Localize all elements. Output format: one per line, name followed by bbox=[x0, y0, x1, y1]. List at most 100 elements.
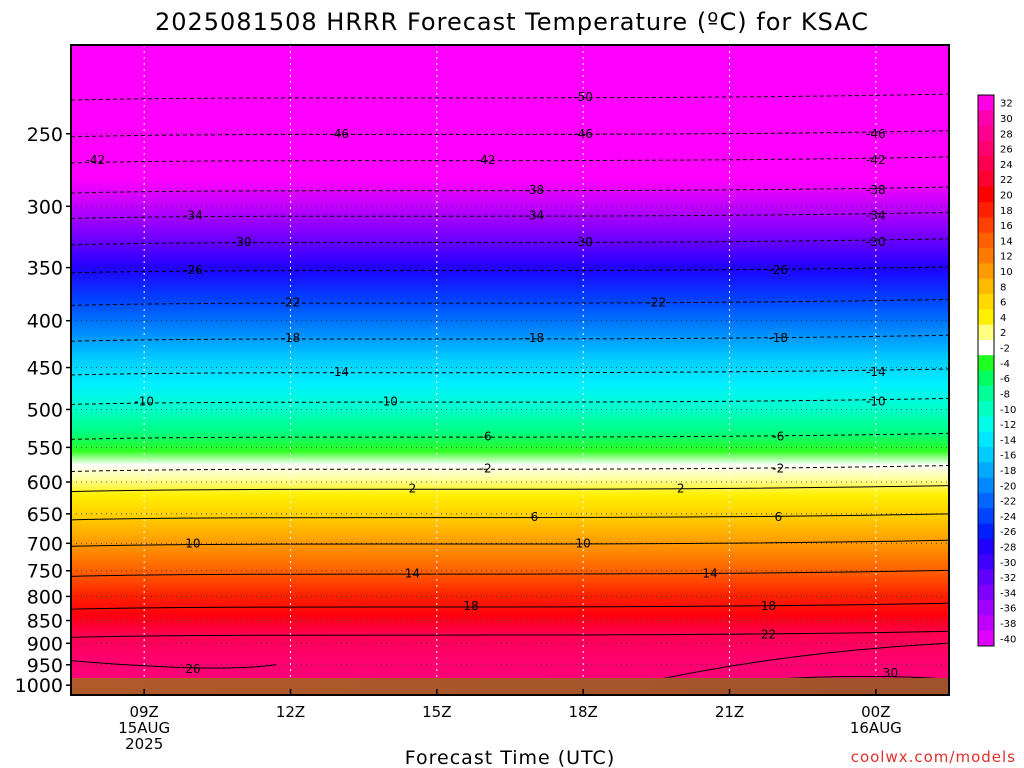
colorbar-swatch bbox=[978, 263, 994, 280]
contour-label: -34 bbox=[525, 208, 545, 222]
contour-line bbox=[70, 432, 950, 440]
colorbar-swatch bbox=[978, 248, 994, 264]
contour-label: 26 bbox=[185, 662, 200, 676]
contour-label: -10 bbox=[866, 394, 886, 408]
contour-label: 18 bbox=[761, 599, 776, 613]
temperature-contours: 18262230221818141410106622-2-2-6-6-10-10… bbox=[70, 90, 950, 692]
colorbar-label: 4 bbox=[1000, 313, 1006, 324]
contour-label: -42 bbox=[476, 153, 496, 167]
x-tick-label: 2025 bbox=[125, 735, 163, 753]
contour-line bbox=[70, 211, 950, 219]
colorbar-swatch bbox=[978, 615, 994, 632]
y-tick-label: 700 bbox=[27, 533, 63, 555]
colorbar-swatch bbox=[978, 477, 994, 494]
contour-label: -38 bbox=[525, 183, 545, 197]
colorbar-label: 8 bbox=[1000, 282, 1006, 293]
x-tick-label: 09Z bbox=[129, 703, 158, 721]
y-tick-label: 800 bbox=[27, 586, 63, 608]
contour-line bbox=[70, 130, 950, 138]
colorbar-swatch bbox=[978, 554, 994, 570]
colorbar-swatch bbox=[978, 416, 994, 433]
contour-line bbox=[70, 238, 950, 246]
contour-label: -42 bbox=[86, 153, 106, 167]
colorbar-label: -8 bbox=[1000, 389, 1010, 400]
x-axis-title: Forecast Time (UTC) bbox=[405, 747, 615, 768]
colorbar-label: -12 bbox=[1000, 420, 1016, 431]
contour-label: -42 bbox=[866, 153, 886, 167]
contour-line bbox=[70, 569, 950, 577]
contour-line bbox=[70, 334, 950, 342]
contour-label: -10 bbox=[134, 394, 154, 408]
contour-label: -38 bbox=[866, 183, 886, 197]
colorbar-swatch bbox=[978, 171, 994, 188]
colorbar-swatch bbox=[978, 523, 994, 540]
colorbar-label: -16 bbox=[1000, 451, 1016, 462]
colorbar-swatch bbox=[978, 385, 994, 402]
plot-area: 18262230221818141410106622-2-2-6-6-10-10… bbox=[70, 44, 950, 696]
contour-line bbox=[70, 397, 950, 405]
colorbar-swatch bbox=[978, 508, 994, 525]
colorbar-label: 16 bbox=[1000, 221, 1013, 232]
y-tick-label: 450 bbox=[27, 358, 63, 380]
colorbar-swatch bbox=[978, 339, 994, 356]
colorbar-swatch bbox=[978, 125, 994, 142]
colorbar-label: -18 bbox=[1000, 466, 1016, 477]
contour-line bbox=[631, 642, 950, 686]
colorbar-swatch bbox=[978, 140, 994, 157]
colorbar-label: -2 bbox=[1000, 344, 1010, 355]
colorbar-label: -30 bbox=[1000, 558, 1016, 569]
colorbar-swatch bbox=[978, 293, 994, 310]
contour-line bbox=[70, 186, 950, 194]
colorbar-swatch bbox=[978, 538, 994, 555]
x-tick-label: 18Z bbox=[568, 703, 597, 721]
y-tick-label: 600 bbox=[27, 472, 63, 494]
colorbar-label: -10 bbox=[1000, 405, 1016, 416]
colorbar-swatch bbox=[978, 431, 994, 448]
colorbar-label: 28 bbox=[1000, 129, 1013, 140]
contour-line bbox=[70, 660, 276, 669]
colorbar-swatch bbox=[978, 202, 994, 218]
colorbar-label: -6 bbox=[1000, 374, 1010, 385]
colorbar-label: 20 bbox=[1000, 190, 1013, 201]
x-tick-label: 12Z bbox=[276, 703, 305, 721]
contour-line bbox=[70, 539, 950, 547]
colorbar-label: -22 bbox=[1000, 497, 1016, 508]
colorbar-label: 2 bbox=[1000, 328, 1006, 339]
x-tick-label: 00Z bbox=[861, 703, 890, 721]
contour-label: -6 bbox=[480, 429, 492, 443]
colorbar-label: 18 bbox=[1000, 206, 1013, 217]
contour-label: 22 bbox=[761, 627, 776, 641]
y-tick-label: 850 bbox=[27, 611, 63, 633]
contour-label: -46 bbox=[329, 127, 349, 141]
x-tick-label: 15Z bbox=[422, 703, 451, 721]
colorbar-label: -4 bbox=[1000, 359, 1010, 370]
contour-label: -14 bbox=[866, 365, 886, 379]
contour-label: 10 bbox=[576, 536, 591, 550]
colorbar-swatch bbox=[978, 630, 994, 647]
contour-label: -14 bbox=[329, 365, 349, 379]
colorbar-swatch bbox=[978, 492, 994, 509]
contour-label: -30 bbox=[232, 235, 252, 249]
colorbar-swatch bbox=[978, 600, 994, 616]
colorbar-swatch bbox=[978, 401, 994, 417]
contour-label: 14 bbox=[702, 566, 717, 580]
contour-label: 2 bbox=[409, 482, 417, 496]
colorbar-label: 26 bbox=[1000, 145, 1013, 156]
y-tick-label: 550 bbox=[27, 437, 63, 459]
x-tick-label: 16AUG bbox=[850, 719, 902, 737]
colorbar: 32 30 28 26 24 22 20 18 16 14 12 10 8 6 4 2 -2 -4 -6 -8 -10 -… bbox=[977, 94, 1016, 647]
colorbar-label: -34 bbox=[1000, 588, 1016, 599]
y-axis: 2503003504004505005506006507007508008509… bbox=[15, 124, 71, 697]
contour-line bbox=[70, 368, 950, 376]
y-tick-label: 650 bbox=[27, 504, 63, 526]
contour-label: -50 bbox=[573, 90, 593, 104]
colorbar-swatch bbox=[978, 309, 994, 326]
contour-label: -26 bbox=[183, 263, 203, 277]
credit-link[interactable]: coolwx.com/models bbox=[851, 748, 1016, 766]
contour-label: -30 bbox=[866, 235, 886, 249]
colorbar-label: -38 bbox=[1000, 619, 1016, 630]
contour-line bbox=[70, 266, 950, 274]
contour-label: -6 bbox=[772, 429, 784, 443]
